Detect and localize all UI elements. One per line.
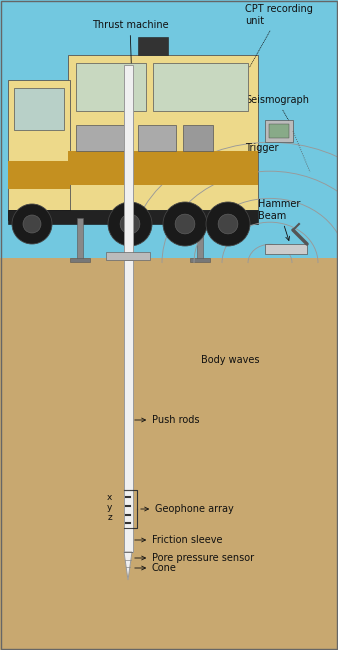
Circle shape	[120, 214, 140, 234]
Bar	[106, 252, 150, 260]
Text: Push rods: Push rods	[135, 415, 199, 425]
Circle shape	[163, 202, 207, 246]
Circle shape	[206, 202, 250, 246]
Bar	[0, 0, 338, 258]
Bar	[77, 218, 83, 260]
Text: Pore pressure sensor: Pore pressure sensor	[135, 553, 254, 563]
Text: Geophone array: Geophone array	[141, 504, 234, 514]
Bar	[190, 258, 210, 262]
Bar	[8, 161, 70, 189]
Text: Cone: Cone	[135, 563, 177, 573]
Bar	[124, 490, 133, 528]
Bar	[70, 258, 90, 262]
Bar	[76, 125, 131, 151]
Text: z: z	[107, 512, 112, 521]
Bar	[8, 210, 258, 224]
Circle shape	[108, 202, 152, 246]
Bar	[153, 63, 248, 111]
Bar	[265, 120, 293, 142]
Text: Hammer
Beam: Hammer Beam	[258, 199, 300, 240]
Bar	[0, 258, 338, 650]
Text: Trigger: Trigger	[245, 137, 290, 153]
Circle shape	[175, 214, 195, 234]
Bar	[138, 37, 168, 55]
Bar	[197, 218, 203, 260]
Polygon shape	[124, 552, 132, 580]
Bar	[68, 55, 258, 210]
Circle shape	[23, 215, 41, 233]
Bar	[8, 210, 70, 220]
Text: Friction sleeve: Friction sleeve	[135, 535, 222, 545]
Bar	[124, 260, 133, 490]
Bar	[124, 528, 133, 552]
Circle shape	[218, 214, 238, 234]
Bar	[68, 151, 258, 185]
Bar	[183, 125, 213, 151]
Circle shape	[12, 204, 52, 244]
Bar	[124, 65, 133, 263]
Text: Body waves: Body waves	[201, 355, 259, 365]
Bar	[76, 63, 146, 111]
Text: Thrust machine: Thrust machine	[92, 20, 168, 81]
Text: CPT recording
unit: CPT recording unit	[245, 4, 313, 68]
Bar	[265, 244, 307, 254]
Bar	[8, 80, 70, 210]
Bar	[138, 125, 176, 151]
Bar	[14, 88, 64, 130]
Text: y: y	[106, 502, 112, 512]
Text: Seismograph: Seismograph	[245, 95, 309, 125]
Text: x: x	[106, 493, 112, 502]
Bar	[269, 124, 289, 138]
